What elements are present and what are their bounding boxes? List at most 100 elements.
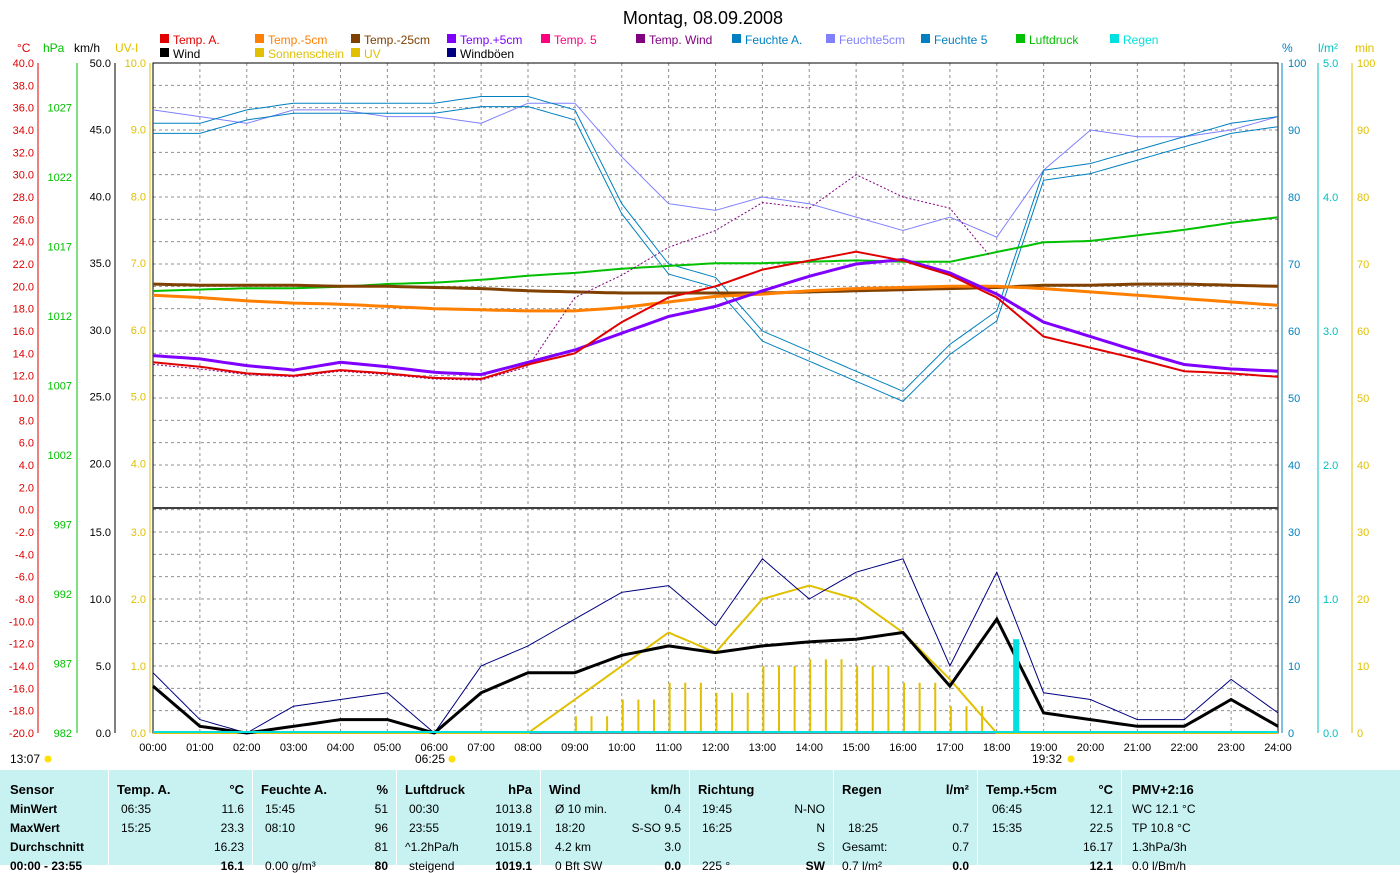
tick-label-percent: 80 <box>1288 192 1300 204</box>
stats-cell: 15:45 <box>265 802 296 816</box>
tick-label-celsius: 2.0 <box>19 482 34 494</box>
sunshine-bar <box>918 682 921 733</box>
tick-label-uvi-lower: 0.0 <box>131 728 146 740</box>
stats-pmv-title: PMV+2:16 <box>1132 782 1194 797</box>
tick-label-kmh: 50.0 <box>90 58 111 70</box>
tick-label-x: 23:00 <box>1217 742 1245 754</box>
sunshine-bar <box>949 706 952 733</box>
stats-wind-title: Wind <box>549 782 581 797</box>
stats-row-label: 00:00 - 23:55 <box>10 859 83 873</box>
rain-bar <box>1013 639 1020 733</box>
stats-row-label: MaxWert <box>10 821 60 835</box>
tick-label-kmh-lower: 15.0 <box>90 527 111 539</box>
stats-cell: 81 <box>374 840 388 854</box>
tick-label-celsius: 16.0 <box>13 326 34 338</box>
tick-label-x: 14:00 <box>795 742 823 754</box>
sunshine-bar <box>621 699 624 733</box>
stats-cell: WC 12.1 °C <box>1132 802 1196 816</box>
legend-swatch <box>255 34 264 43</box>
tick-label-percent-lower: 0 <box>1288 728 1294 740</box>
stats-cell: 0.7 l/m² <box>842 859 883 873</box>
stats-cell: 23.3 <box>220 821 244 835</box>
tick-label-uvi: 8.0 <box>131 191 146 203</box>
series-windboeen <box>152 558 1279 734</box>
sunshine-bar <box>824 659 827 733</box>
stats-feuchte-a-unit: % <box>376 782 388 797</box>
stats-cell: 0.7 <box>952 821 969 835</box>
axis-titles: °C hPa km/h UV-I % l/m² min <box>17 41 1374 55</box>
tick-label-x: 15:00 <box>842 742 870 754</box>
sunshine-bar <box>637 699 640 733</box>
tick-label-uvi: 10.0 <box>125 58 146 70</box>
legend-label: Temp.-25cm <box>364 33 430 47</box>
stats-cell: 18:20 <box>555 821 586 835</box>
stats-cell: 3.0 <box>664 840 681 854</box>
tick-label-x: 16:00 <box>889 742 917 754</box>
tick-label-celsius: -10.0 <box>9 616 34 628</box>
tick-label-uvi-lower: 3.0 <box>131 527 146 539</box>
tick-label-kmh-lower: 5.0 <box>96 661 111 673</box>
tick-label-x: 18:00 <box>983 742 1011 754</box>
tick-label-hpa: 1027 <box>48 102 72 114</box>
tick-label-rain: 4.0 <box>1323 192 1338 204</box>
legend-swatch <box>732 34 741 43</box>
tick-label-rain-lower: 0.0 <box>1323 728 1338 740</box>
tick-label-x: 07:00 <box>467 742 495 754</box>
sunset-label: 19:32 <box>1032 752 1062 766</box>
series-feuchte-5 <box>153 106 1279 402</box>
series-temp-plus5 <box>152 257 1279 377</box>
tick-label-hpa: 1002 <box>48 450 72 462</box>
axis-title-min: min <box>1355 41 1374 55</box>
tick-label-uvi: 4.0 <box>131 458 146 470</box>
sunshine-bar <box>653 699 655 733</box>
daylength-label: 13:07 <box>10 752 40 766</box>
tick-label-celsius: 0.0 <box>19 505 34 517</box>
legend-swatch <box>921 34 930 43</box>
stats-cell: 16.1 <box>220 859 244 873</box>
stats-cell: 1019.1 <box>495 859 532 873</box>
stats-cell: 1015.8 <box>495 840 532 854</box>
legend-swatch <box>351 48 360 57</box>
tick-label-hpa: 992 <box>54 589 72 601</box>
stats-col-feuchte-a: Feuchte A. % 15:45 51 08:10 96 81 0.00 g… <box>253 770 397 873</box>
tick-label-rain-lower: 1.0 <box>1323 594 1338 606</box>
sunshine-bar <box>668 682 671 733</box>
tick-label-celsius: 10.0 <box>13 393 34 405</box>
tick-label-min: 50 <box>1357 393 1369 405</box>
legend-label: Sonnenschein <box>268 47 344 61</box>
tick-label-x: 08:00 <box>514 742 542 754</box>
stats-luftdruck-unit: hPa <box>508 782 532 797</box>
stats-cell: 22.5 <box>1089 821 1113 835</box>
tick-label-hpa: 1017 <box>48 241 72 253</box>
stats-cell: 0 Bft SW <box>555 859 603 873</box>
tick-label-x: 03:00 <box>280 742 308 754</box>
tick-label-percent: 50 <box>1288 393 1300 405</box>
legend-swatch <box>160 34 169 43</box>
axis-title-uvi: UV-I <box>115 41 138 55</box>
tick-label-min: 70 <box>1357 259 1369 271</box>
sunshine-bar <box>856 666 859 733</box>
stats-regen-unit: l/m² <box>945 782 969 797</box>
tick-label-celsius: -16.0 <box>9 683 34 695</box>
stats-row-label: Durchschnitt <box>10 840 85 854</box>
stats-cell: 18:25 <box>848 821 879 835</box>
sunrise-label: 06:25 <box>415 752 445 766</box>
stats-cell: 16:25 <box>702 821 733 835</box>
tick-label-kmh: 20.0 <box>90 458 111 470</box>
legend-swatch <box>826 34 835 43</box>
stats-cell: 0.0 <box>952 859 969 873</box>
stats-temp-plus5-unit: °C <box>1098 782 1113 797</box>
tick-label-celsius: 28.0 <box>13 192 34 204</box>
tick-label-kmh: 45.0 <box>90 125 111 137</box>
legend-swatch <box>636 34 645 43</box>
stats-cell: TP 10.8 °C <box>1132 821 1191 835</box>
stats-cell: 0.0 <box>664 859 681 873</box>
tick-label-x: 19:00 <box>1030 742 1058 754</box>
legend-label: Temp. Wind <box>649 33 712 47</box>
legend-label: Feuchte 5 <box>934 33 988 47</box>
series-temp-minus25 <box>152 282 1279 295</box>
tick-label-x: 10:00 <box>608 742 636 754</box>
tick-label-celsius: 24.0 <box>13 237 34 249</box>
tick-label-celsius: -2.0 <box>15 527 34 539</box>
legend-swatch <box>1110 34 1119 43</box>
